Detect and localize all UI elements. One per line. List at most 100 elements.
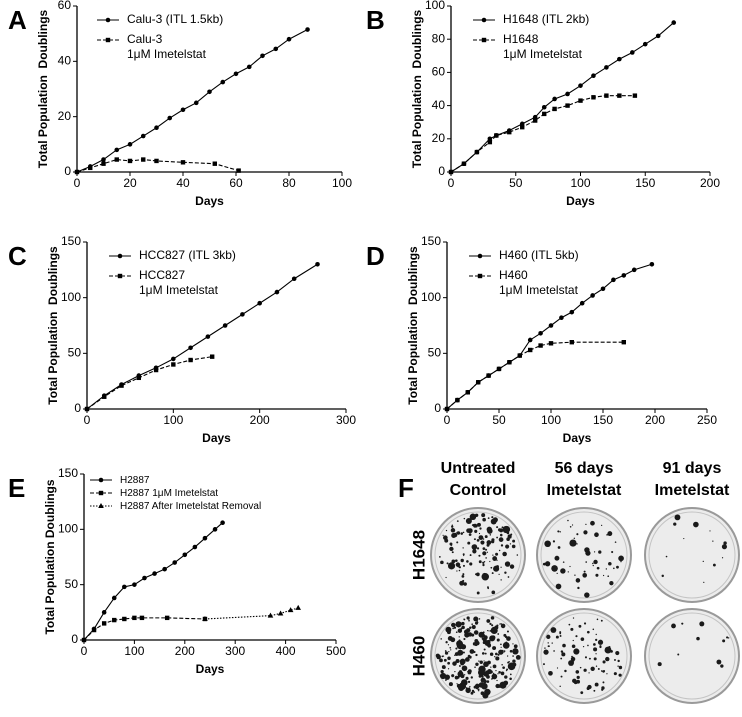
colony (513, 651, 516, 654)
marker (153, 367, 159, 373)
colony (462, 531, 465, 534)
marker (487, 139, 493, 145)
colony (498, 549, 501, 552)
colony (463, 517, 466, 520)
colony (456, 642, 464, 650)
colony (587, 644, 589, 647)
legend-label: H1648 (ITL 2kb) (503, 12, 589, 26)
colony (494, 625, 497, 628)
colony (583, 570, 586, 573)
marker (209, 354, 215, 359)
colony (462, 547, 464, 549)
legend-label: Calu-3 (ITL 1.5kb) (127, 12, 223, 26)
colony (614, 658, 616, 661)
marker (465, 390, 470, 395)
colony (449, 546, 454, 552)
marker (649, 261, 655, 267)
marker (267, 612, 274, 618)
series-line (76, 29, 308, 173)
colony (456, 520, 459, 523)
colony (476, 547, 480, 550)
marker (132, 615, 137, 621)
colony (456, 531, 461, 535)
colony (457, 628, 463, 633)
colony (570, 656, 576, 662)
colony (481, 682, 488, 690)
colony (595, 633, 597, 636)
colony (478, 631, 485, 638)
dish-rim (540, 612, 628, 700)
x-tick-label: 250 (697, 413, 717, 427)
colony (453, 626, 457, 629)
dish (430, 507, 526, 603)
colony (585, 523, 587, 526)
colony (575, 670, 580, 674)
legend-label: H460 (ITL 5kb) (499, 248, 579, 262)
panel-f: F Untreated Control 56 days Imetelstat 91 day… (398, 460, 740, 704)
colony (467, 541, 471, 545)
colony (477, 621, 479, 624)
marker (565, 91, 570, 97)
colony (498, 573, 500, 576)
colony (500, 623, 502, 625)
colony (479, 527, 482, 530)
marker (74, 169, 80, 175)
marker (600, 286, 606, 292)
colony (548, 670, 553, 676)
colony (595, 573, 599, 577)
colony (492, 646, 497, 651)
marker (569, 340, 574, 345)
y-tick-label: 0 (434, 401, 441, 415)
colony (474, 529, 478, 533)
marker (548, 323, 554, 328)
colony (492, 664, 497, 669)
colony (499, 533, 503, 537)
x-axis-label: Days (195, 194, 224, 208)
marker (461, 161, 467, 166)
colony (483, 635, 488, 640)
colony (478, 660, 480, 662)
marker (257, 300, 262, 306)
colony (606, 673, 608, 675)
marker (102, 394, 107, 399)
colony (571, 644, 576, 649)
colony (469, 626, 472, 629)
colony (583, 530, 588, 535)
x-tick-label: 100 (332, 176, 352, 190)
colony (501, 526, 504, 529)
colony (467, 680, 471, 683)
colony (512, 643, 514, 645)
x-tick-label: 60 (229, 176, 243, 190)
marker (477, 273, 483, 279)
colony (503, 650, 506, 652)
x-tick-label: 200 (175, 644, 195, 658)
dish-rim (434, 511, 522, 599)
colony (469, 562, 473, 566)
colony (467, 528, 473, 534)
marker (578, 83, 583, 88)
marker (604, 65, 609, 70)
colony (492, 626, 495, 629)
colony (500, 566, 502, 568)
marker (122, 616, 127, 622)
colony (458, 566, 461, 569)
series-line (86, 263, 318, 410)
column-header: 91 days (663, 460, 722, 477)
colony (501, 664, 503, 666)
colony (503, 680, 509, 686)
marker (193, 100, 199, 106)
panel-letter: A (8, 5, 27, 35)
marker (474, 149, 480, 155)
x-tick-label: 100 (541, 413, 561, 427)
colony (496, 526, 499, 529)
colony (502, 525, 510, 534)
y-axis-label: Total Population Doublings (46, 246, 60, 405)
colony (671, 623, 676, 629)
marker (286, 36, 292, 42)
colony (683, 537, 685, 540)
marker (188, 345, 193, 351)
y-tick-label: 40 (432, 98, 446, 112)
colony (559, 635, 562, 637)
y-tick-label: 50 (428, 346, 442, 360)
colony (455, 562, 461, 567)
